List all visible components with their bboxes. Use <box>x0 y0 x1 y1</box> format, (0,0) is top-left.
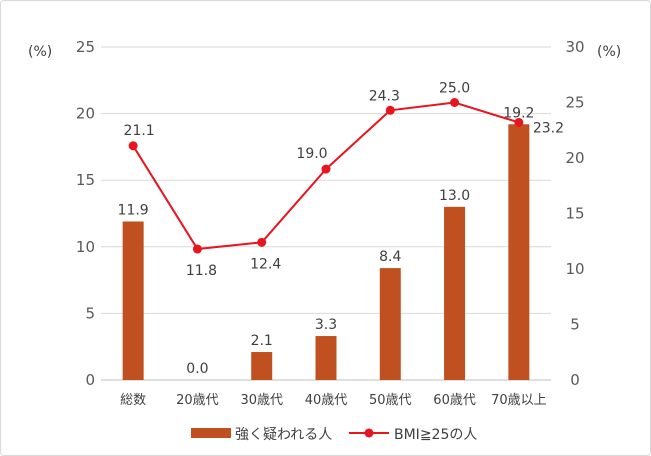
line-point <box>514 117 524 127</box>
bar <box>508 124 530 380</box>
line-data-label: 12.4 <box>250 256 281 272</box>
bar-data-label: 13.0 <box>439 188 470 204</box>
right-tick-label: 10 <box>565 260 584 278</box>
bar-series: 11.9 0.0 2.1 3.3 8.4 13.0 19.2 <box>118 105 534 380</box>
legend-line-marker <box>364 428 374 438</box>
gridlines <box>101 46 551 381</box>
category-label: 30歳代 <box>240 393 283 408</box>
left-tick-label: 25 <box>76 38 95 56</box>
line-point <box>192 244 202 254</box>
line-point <box>321 164 331 174</box>
bar-data-label: 19.2 <box>503 105 534 121</box>
line-point <box>385 105 395 115</box>
line-point <box>257 237 267 247</box>
left-tick-label: 15 <box>76 171 95 189</box>
left-tick-label: 0 <box>85 371 95 389</box>
category-label: 50歳代 <box>369 393 412 408</box>
category-label: 70歳以上 <box>491 393 547 408</box>
line-data-label: 25.0 <box>439 81 470 97</box>
bar-data-label: 11.9 <box>118 202 149 218</box>
line-data-label: 21.1 <box>124 123 155 139</box>
category-labels: 総数 20歳代 30歳代 40歳代 50歳代 60歳代 70歳以上 <box>120 393 546 408</box>
right-axis-unit: (%) <box>597 44 621 60</box>
bar <box>315 336 337 380</box>
right-tick-label: 25 <box>565 94 584 112</box>
line-data-label: 11.8 <box>186 263 217 279</box>
legend-bar-label: 強く疑われる人 <box>235 427 332 443</box>
right-tick-label: 30 <box>565 38 584 56</box>
left-axis: 0 5 10 15 20 25 <box>76 38 95 389</box>
line-data-label: 24.3 <box>369 88 400 104</box>
left-tick-label: 5 <box>85 304 95 322</box>
right-tick-label: 20 <box>565 149 584 167</box>
right-tick-label: 5 <box>570 316 580 334</box>
category-label: 40歳代 <box>305 393 348 408</box>
bar-data-label: 3.3 <box>315 317 337 333</box>
left-axis-unit: (%) <box>28 44 52 60</box>
category-label: 20歳代 <box>176 393 219 408</box>
line-data-label: 19.0 <box>296 146 327 162</box>
bar-data-label: 8.4 <box>379 249 401 265</box>
category-label: 総数 <box>120 393 146 408</box>
left-tick-label: 20 <box>76 105 95 123</box>
line-data-label: 23.2 <box>533 120 564 136</box>
line-point <box>450 98 460 107</box>
bar <box>444 206 466 380</box>
bar <box>122 221 144 380</box>
legend-bar-swatch <box>191 428 231 438</box>
category-label: 60歳代 <box>433 393 476 408</box>
legend: 強く疑われる人 BMI≧25の人 <box>191 427 477 443</box>
line-series: 21.1 11.8 12.4 19.0 24.3 25.0 23.2 <box>124 81 564 280</box>
right-tick-label: 0 <box>570 371 580 389</box>
left-tick-label: 10 <box>76 238 95 256</box>
bar <box>379 268 401 380</box>
line-point <box>128 141 138 151</box>
right-axis: 0 5 10 15 20 25 30 <box>565 38 584 389</box>
bar <box>251 352 273 380</box>
bar-data-label: 0.0 <box>186 361 208 377</box>
bar-data-label: 2.1 <box>251 333 273 349</box>
right-tick-label: 15 <box>565 205 584 223</box>
legend-line-label: BMI≧25の人 <box>394 427 477 443</box>
